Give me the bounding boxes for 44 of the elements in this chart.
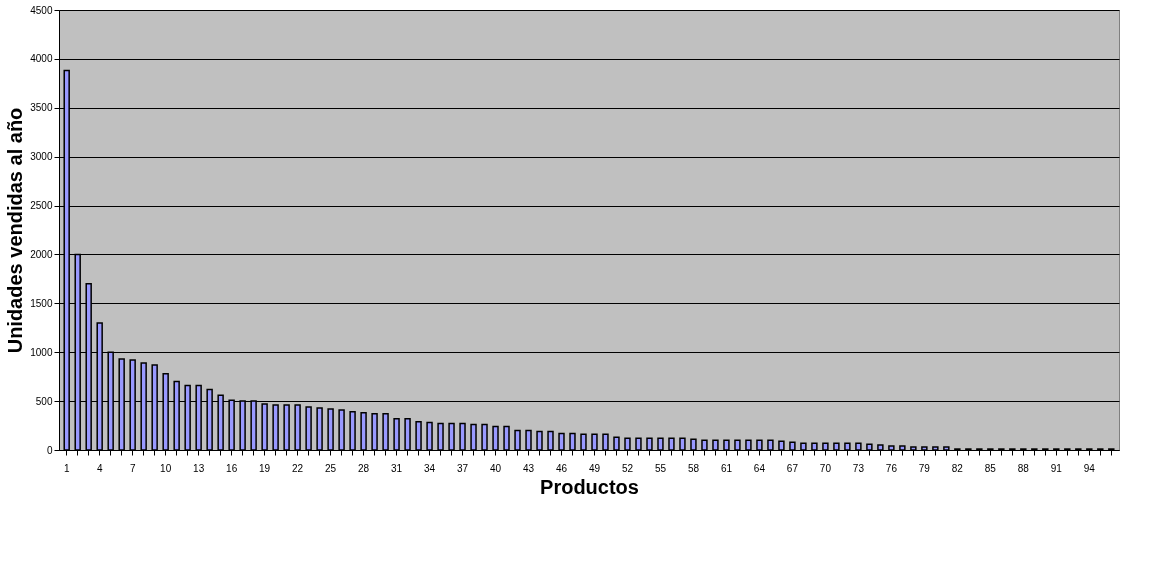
x-tick-label: 46 [555, 462, 568, 474]
x-tick-label: 49 [588, 462, 601, 474]
x-tick-label: 52 [621, 462, 634, 474]
y-tick-label: 3000 [30, 151, 53, 163]
x-tick-label: 4 [96, 462, 103, 474]
x-tick-label: 1 [63, 462, 70, 474]
x-tick-label: 73 [852, 462, 865, 474]
y-tick-label: 3500 [30, 102, 53, 114]
x-tick-label: 55 [654, 462, 667, 474]
x-tick-label: 70 [819, 462, 832, 474]
y-axis-title: Unidades vendidas al año [4, 107, 27, 354]
x-tick-label: 61 [720, 462, 733, 474]
y-tick-label: 4000 [30, 53, 53, 65]
x-tick-label: 31 [391, 462, 403, 474]
x-tick-label: 19 [259, 462, 271, 474]
x-tick-label: 43 [522, 462, 535, 474]
x-tick-label: 34 [424, 462, 436, 474]
x-tick-label: 94 [1083, 462, 1096, 474]
x-tick-label: 58 [687, 462, 700, 474]
y-tick-label: 1500 [30, 297, 53, 309]
x-tick-label: 76 [885, 462, 898, 474]
x-tick-label: 16 [226, 462, 238, 474]
x-tick-label: 67 [786, 462, 799, 474]
y-tick-label: 500 [35, 395, 53, 407]
y-tick-label: 0 [46, 444, 53, 456]
x-tick-label: 40 [489, 462, 502, 474]
x-axis-title: Productos [540, 475, 639, 498]
x-tick-label: 10 [160, 462, 172, 474]
x-tick-label: 37 [456, 462, 469, 474]
x-tick-label: 79 [918, 462, 931, 474]
y-tick-label: 4500 [30, 4, 53, 16]
x-tick-label: 85 [984, 462, 997, 474]
x-tick-label: 7 [129, 462, 136, 474]
x-tick-label: 13 [193, 462, 205, 474]
x-tick-label: 25 [325, 462, 337, 474]
y-tick-label: 2500 [30, 200, 53, 212]
y-tick-label: 2000 [30, 248, 53, 260]
x-tick-label: 22 [292, 462, 304, 474]
x-tick-label: 88 [1017, 462, 1030, 474]
x-tick-label: 91 [1050, 462, 1063, 474]
y-tick-label: 1000 [30, 346, 53, 358]
x-tick-label: 82 [951, 462, 964, 474]
x-tick-label: 64 [753, 462, 766, 474]
x-tick-label: 28 [358, 462, 370, 474]
